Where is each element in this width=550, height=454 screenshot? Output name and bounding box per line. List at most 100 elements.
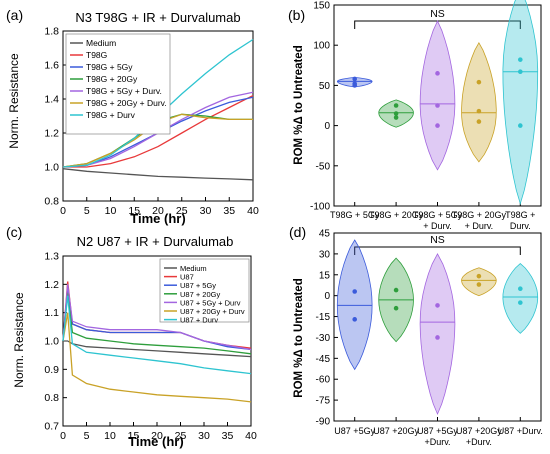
pa-xtick-label: 5 xyxy=(84,205,90,217)
pd-violin xyxy=(336,239,373,371)
pd-data-point xyxy=(476,273,482,279)
panel-a-xlabel: Time (hr) xyxy=(130,211,185,226)
pd-xtick-label-line: U87 +20Gy xyxy=(456,426,502,436)
pb-data-point xyxy=(476,108,482,114)
pa-ytick-label: 0.8 xyxy=(44,196,59,208)
pd-xtick-label-line: U87 +Durv. xyxy=(498,426,543,436)
pb-xtick-label: T98G + 5Gy + Durv. xyxy=(413,210,463,231)
pb-violin xyxy=(461,41,497,163)
pb-violin xyxy=(419,20,456,171)
pc-xtick-label: 25 xyxy=(175,430,187,442)
pd-ytick-label: 15 xyxy=(319,270,331,281)
panel-c-lines xyxy=(62,281,252,403)
pa-legend-label: Medium xyxy=(86,38,116,48)
pb-data-point xyxy=(435,103,440,108)
pd-violin xyxy=(461,267,497,297)
pc-ytick-label: 1.1 xyxy=(44,307,59,319)
panel-b-ticks: -100 -50 0 50 100 150 xyxy=(310,1,521,213)
pa-series-line xyxy=(63,95,254,168)
pa-ytick-label: 1.8 xyxy=(44,26,59,38)
pb-data-point xyxy=(435,71,440,76)
pd-violin xyxy=(419,253,456,416)
pb-xtick-label-line: T98G + 5Gy xyxy=(330,210,380,220)
panel-c-ticks: 0 5 10 15 20 25 30 35 40 0.7 0.8 0.9 1.0 1.1 1.2 1.3 xyxy=(44,251,257,443)
panel-d-significance: NS xyxy=(354,234,521,255)
pc-legend-label: U87 + Durv xyxy=(180,316,218,325)
panel-d-ylabel: ROM %Δ to Untreated xyxy=(293,278,305,397)
pb-violin xyxy=(502,0,539,205)
panel-c-label: (c) xyxy=(6,224,22,240)
pb-ytick-label: -50 xyxy=(316,161,331,172)
pc-xtick-label: 40 xyxy=(245,430,257,442)
pb-data-point xyxy=(518,123,523,128)
pb-ytick-label: 0 xyxy=(324,121,330,132)
pd-ytick-label: 0 xyxy=(324,291,330,302)
pd-significance-bracket xyxy=(354,246,521,255)
pd-data-point xyxy=(435,335,440,340)
pb-data-point xyxy=(476,79,482,85)
pa-legend-label: T98G + 5Gy xyxy=(86,62,133,72)
panel-d-violins xyxy=(336,239,539,416)
panel-a: (a) N3 T98G + IR + Durvalumab Norm. Resi… xyxy=(6,7,259,226)
pa-legend-label: T98G + 5Gy + Durv. xyxy=(86,86,162,96)
pb-xtick-label-line: Durv. xyxy=(510,221,531,231)
pa-legend-label: T98G + 20Gy xyxy=(86,74,138,84)
pd-data-point xyxy=(352,289,358,294)
pc-ytick-label: 1.0 xyxy=(44,336,59,348)
panel-d-label: (d) xyxy=(289,224,306,240)
pa-xtick-label: 15 xyxy=(128,205,140,217)
pb-data-point xyxy=(393,103,399,108)
pd-data-point xyxy=(393,305,399,311)
pb-data-point xyxy=(518,69,523,75)
pa-xtick-label: 10 xyxy=(105,205,117,217)
pc-ytick-label: 1.3 xyxy=(44,251,59,263)
pc-xtick-label: 10 xyxy=(104,430,116,442)
pb-xtick-label: T98G + 5Gy xyxy=(330,210,380,220)
pa-ytick-label: 1.2 xyxy=(44,128,59,140)
panel-b-violins xyxy=(336,0,539,205)
pd-xtick-label-line: U87 +5Gy xyxy=(417,426,458,436)
pd-ytick-label: -30 xyxy=(316,333,331,344)
pc-legend-label: U87 + 5Gy xyxy=(180,281,216,290)
pd-data-point xyxy=(518,300,523,305)
pb-xtick-label-line: + Durv. xyxy=(465,221,494,231)
pb-xtick-label-line: T98G + 20Gy xyxy=(369,210,424,220)
pd-data-point xyxy=(352,317,358,322)
pa-legend-label: T98G + 20Gy + Durv. xyxy=(86,98,167,108)
pb-xtick-label: T98G + 20Gy + Durv. xyxy=(452,210,507,231)
pa-legend-label: T98G xyxy=(86,50,107,60)
pd-xtick-label-line: +Durv. xyxy=(424,437,450,447)
pb-xtick-label-line: + Durv. xyxy=(423,221,452,231)
pb-xtick-label: T98G + 20Gy xyxy=(369,210,424,220)
pc-legend-label: U87 + 20Gy xyxy=(180,290,220,299)
pa-xtick-label: 35 xyxy=(223,205,235,217)
panel-d-ticks: -90 -75 -60 -45 -30 -15 0 15 30 45 xyxy=(316,229,521,428)
pc-ytick-label: 0.8 xyxy=(44,392,59,404)
panel-c: (c) N2 U87 + IR + Durvalumab Norm. Resis… xyxy=(6,224,257,449)
pd-xtick-label: U87 +20Gy +Durv. xyxy=(456,426,502,447)
pa-xtick-label: 40 xyxy=(247,205,259,217)
pd-xtick-label: U87 +20Gy xyxy=(373,426,419,436)
panel-c-ylabel: Norm. Resistance xyxy=(12,292,26,388)
pc-series-line xyxy=(63,340,252,358)
pd-data-point xyxy=(476,282,482,287)
panel-a-legend-box xyxy=(65,33,171,135)
panel-c-xlabel: Time (hr) xyxy=(128,434,183,449)
pd-ytick-label: -90 xyxy=(316,417,331,428)
pd-xtick-label: U87 +Durv. xyxy=(498,426,543,436)
pd-ytick-label: -75 xyxy=(316,396,331,407)
panel-b: (b) ROM %Δ to Untreated NS -100 -50 0 50 100… xyxy=(288,0,542,231)
pa-xtick-label: 30 xyxy=(200,205,212,217)
pc-xtick-label: 5 xyxy=(84,430,90,442)
pb-xtick-label-line: T98G + 5Gy xyxy=(413,210,463,220)
pd-xtick-label: U87 +5Gy +Durv. xyxy=(417,426,458,447)
pd-data-point xyxy=(435,303,440,308)
pb-ytick-label: 50 xyxy=(319,81,331,92)
pc-xtick-label: 35 xyxy=(222,430,234,442)
pc-legend-label: Medium xyxy=(180,264,207,273)
pb-xtick-label-line: T98G + 20Gy xyxy=(452,210,507,220)
pc-ytick-label: 0.9 xyxy=(44,364,59,376)
panel-a-ylabel: Norm. Resistance xyxy=(7,53,21,149)
